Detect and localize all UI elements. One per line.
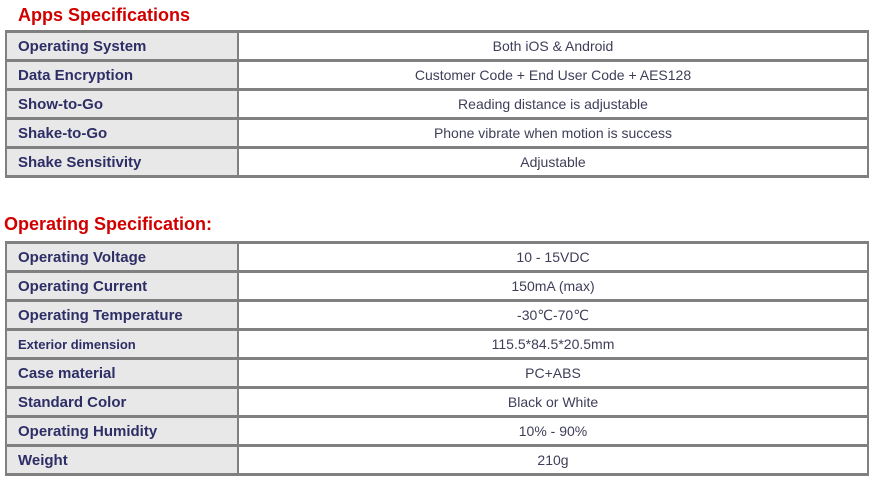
row-label: Shake-to-Go bbox=[5, 117, 239, 149]
row-value: 10 - 15VDC bbox=[237, 241, 869, 273]
apps-specifications-title: Apps Specifications bbox=[18, 5, 191, 25]
row-label: Operating Voltage bbox=[5, 241, 239, 273]
operating-specification-title: Operating Specification: bbox=[4, 214, 213, 234]
row-label: Standard Color bbox=[5, 386, 239, 418]
table-row: Data Encryption Customer Code + End User… bbox=[5, 59, 869, 91]
row-label: Operating Humidity bbox=[5, 415, 239, 447]
row-label: Case material bbox=[5, 357, 239, 389]
section-operating-specification: Operating Specification: Operating Volta… bbox=[0, 213, 877, 476]
table-row: Shake Sensitivity Adjustable bbox=[5, 146, 869, 178]
row-value: Customer Code + End User Code + AES128 bbox=[237, 59, 869, 91]
row-label: Operating Current bbox=[5, 270, 239, 302]
row-label: Show-to-Go bbox=[5, 88, 239, 120]
table-row: Show-to-Go Reading distance is adjustabl… bbox=[5, 88, 869, 120]
table-row: Operating Current 150mA (max) bbox=[5, 270, 869, 302]
table-row: Operating Voltage 10 - 15VDC bbox=[5, 241, 869, 273]
row-value: 10% - 90% bbox=[237, 415, 869, 447]
section-apps-specifications: Apps Specifications Operating System Bot… bbox=[0, 4, 877, 178]
row-label: Data Encryption bbox=[5, 59, 239, 91]
row-label: Shake Sensitivity bbox=[5, 146, 239, 178]
row-value: Adjustable bbox=[237, 146, 869, 178]
table-row: Case material PC+ABS bbox=[5, 357, 869, 389]
row-value: Phone vibrate when motion is success bbox=[237, 117, 869, 149]
table-row: Weight 210g bbox=[5, 444, 869, 476]
table-row: Operating Temperature -30℃-70℃ bbox=[5, 299, 869, 331]
row-label: Exterior dimension bbox=[5, 328, 239, 360]
apps-specifications-table: Operating System Both iOS & Android Data… bbox=[5, 30, 869, 178]
table-row: Standard Color Black or White bbox=[5, 386, 869, 418]
row-value: PC+ABS bbox=[237, 357, 869, 389]
row-value: 210g bbox=[237, 444, 869, 476]
table-row: Shake-to-Go Phone vibrate when motion is… bbox=[5, 117, 869, 149]
row-value: 150mA (max) bbox=[237, 270, 869, 302]
table-row: Operating System Both iOS & Android bbox=[5, 30, 869, 62]
row-value: 115.5*84.5*20.5mm bbox=[237, 328, 869, 360]
spec-sheet-page: Apps Specifications Operating System Bot… bbox=[0, 4, 877, 488]
row-label: Weight bbox=[5, 444, 239, 476]
row-value: Both iOS & Android bbox=[237, 30, 869, 62]
operating-specification-table: Operating Voltage 10 - 15VDC Operating C… bbox=[5, 241, 869, 476]
row-label: Operating Temperature bbox=[5, 299, 239, 331]
table-row: Operating Humidity 10% - 90% bbox=[5, 415, 869, 447]
row-label: Operating System bbox=[5, 30, 239, 62]
row-value: Reading distance is adjustable bbox=[237, 88, 869, 120]
row-value: Black or White bbox=[237, 386, 869, 418]
table-row: Exterior dimension 115.5*84.5*20.5mm bbox=[5, 328, 869, 360]
row-value: -30℃-70℃ bbox=[237, 299, 869, 331]
